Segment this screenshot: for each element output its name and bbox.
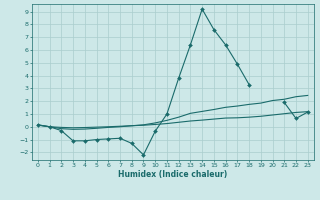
- X-axis label: Humidex (Indice chaleur): Humidex (Indice chaleur): [118, 170, 228, 179]
